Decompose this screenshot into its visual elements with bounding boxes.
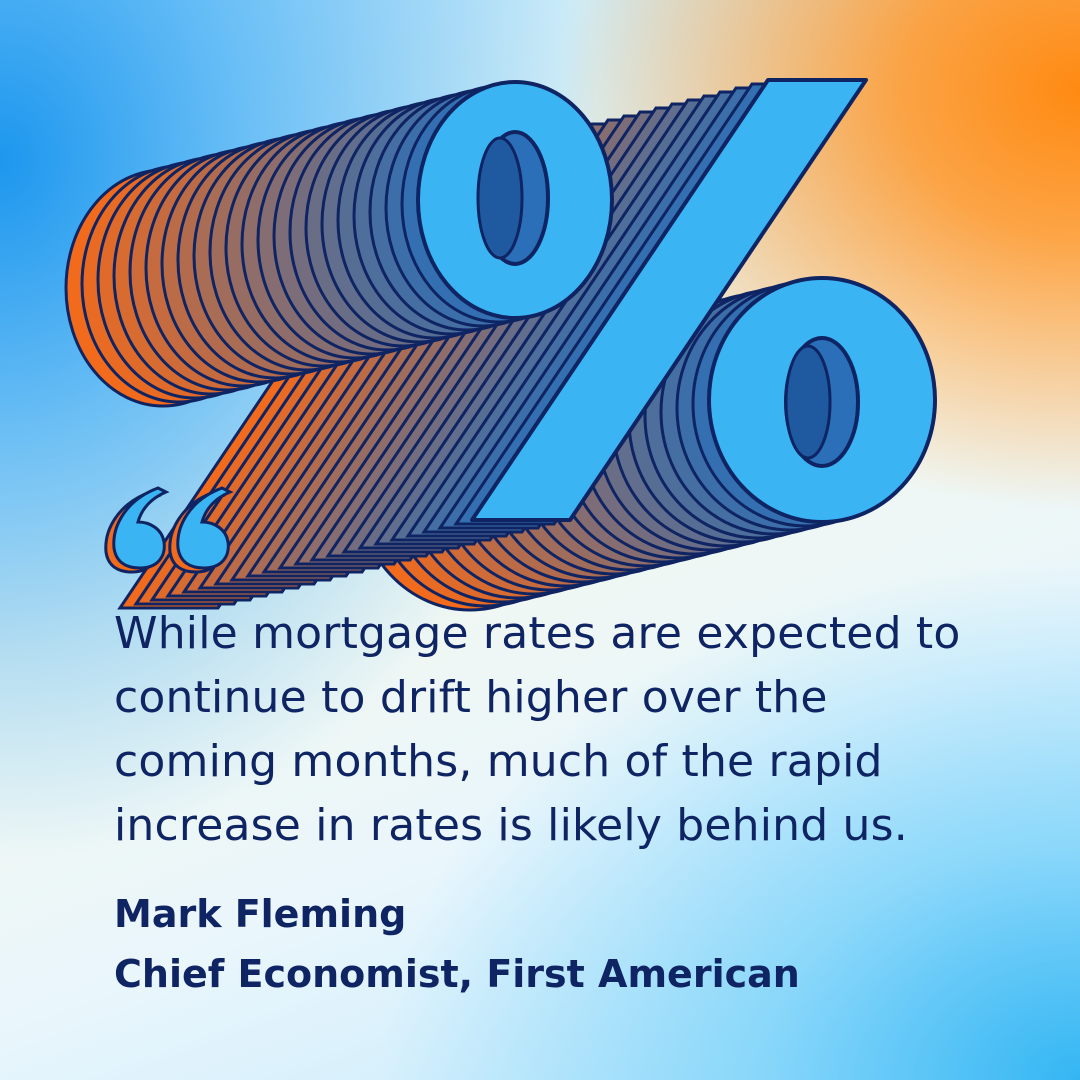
speaker-title: Chief Economist, First American <box>114 952 800 996</box>
quote-text: While mortgage rates are expected to con… <box>114 608 961 851</box>
percent-icon <box>416 78 937 524</box>
quote-mark-icon <box>104 486 234 574</box>
speaker-name: Mark Fleming <box>114 892 407 936</box>
attribution: Mark Fleming Chief Economist, First Amer… <box>114 884 1014 1004</box>
